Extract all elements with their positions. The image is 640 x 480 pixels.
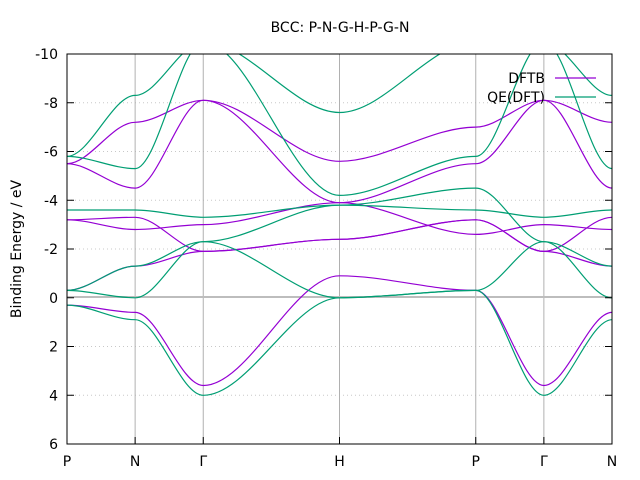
chart-title: BCC: P-N-G-H-P-G-N: [271, 20, 410, 36]
legend: DFTB QE(DFT): [487, 71, 596, 106]
y-tick-label: 0: [49, 291, 58, 307]
legend-label: QE(DFT): [487, 90, 545, 106]
band-line: [67, 216, 612, 253]
y-tick-label: -4: [44, 193, 58, 209]
y-tick-label: 4: [49, 388, 58, 404]
y-tick-label: -6: [44, 145, 58, 161]
band-line: [67, 54, 612, 157]
band-line: [67, 204, 612, 218]
band-lines: [67, 54, 612, 396]
y-tick-label: -2: [44, 242, 58, 258]
x-tick-label: Γ: [540, 454, 548, 470]
band-line: [67, 54, 612, 197]
y-axis-ticks: -10 -8 -6 -4 -2 0 2 4 6: [35, 47, 612, 453]
band-line: [67, 99, 612, 165]
x-tick-label: P: [472, 454, 480, 470]
x-tick-label: H: [334, 454, 345, 470]
legend-label: DFTB: [508, 71, 545, 87]
x-tick-label: P: [63, 454, 71, 470]
y-tick-label: -8: [44, 96, 58, 112]
x-tick-label: N: [130, 454, 140, 470]
grid-lines: [67, 54, 612, 444]
y-tick-label: 6: [49, 437, 58, 453]
x-tick-label: N: [607, 454, 617, 470]
x-tick-label: Γ: [199, 454, 207, 470]
y-axis-label: Binding Energy / eV: [9, 179, 25, 318]
y-tick-label: 2: [49, 340, 58, 356]
band-line: [67, 275, 612, 387]
y-tick-label: -10: [35, 47, 58, 63]
